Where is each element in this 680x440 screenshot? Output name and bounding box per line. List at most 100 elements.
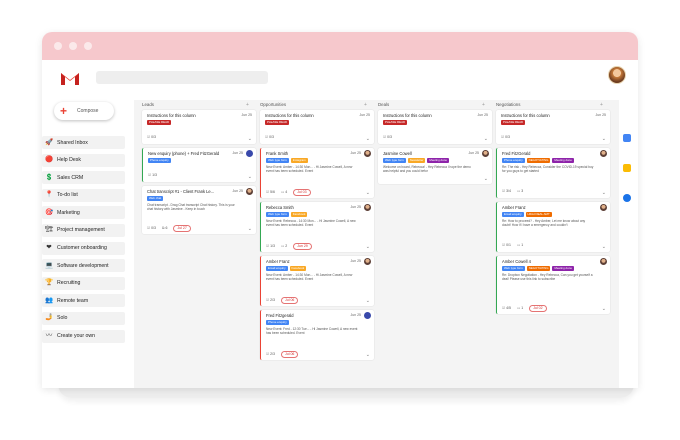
add-card-icon[interactable]: + xyxy=(246,102,249,108)
sidebar-item[interactable]: 👥 Remote team xyxy=(42,294,125,308)
chevron-down-icon[interactable]: ⌄ xyxy=(601,136,606,142)
assignee-avatar[interactable] xyxy=(364,150,371,157)
card-tag[interactable]: HIGH DEAL AMT xyxy=(525,211,552,217)
card-tag[interactable]: Phone enquiry xyxy=(266,319,289,325)
checklist-icon: ☑ xyxy=(265,135,270,139)
kanban-card[interactable]: Rebecca Smith Jun 25 Web type form Facebook… xyxy=(260,202,374,252)
sidebar-item[interactable]: 💲 Sales CRM xyxy=(42,171,125,185)
sidebar-item[interactable]: 🔴 Help Desk xyxy=(42,153,125,167)
sidebar-item[interactable]: 🤳 Solo xyxy=(42,311,125,325)
kanban-card[interactable]: Fred FitzGerald Phone enquiry NEGOTIATING M… xyxy=(496,148,610,198)
sidebar-item[interactable]: 💻 Software development xyxy=(42,259,125,273)
card-tag[interactable]: Facebook xyxy=(290,211,308,217)
add-card-icon[interactable]: + xyxy=(364,102,367,108)
tasks-icon[interactable] xyxy=(623,194,631,202)
chevron-down-icon[interactable]: ⌄ xyxy=(247,174,252,180)
card-tag[interactable]: Phone enquiry xyxy=(148,157,171,163)
card-tag[interactable]: PLEASE READ xyxy=(147,119,172,125)
kanban-card[interactable]: Chat transcript #1 - Client Frank Le... J… xyxy=(142,186,256,234)
gmail-logo-icon[interactable] xyxy=(60,70,80,86)
kanban-card[interactable]: Instructions for this column Jun 25 PLEASE… xyxy=(496,110,610,144)
assignee-avatar[interactable] xyxy=(364,204,371,211)
chevron-down-icon[interactable]: ⌄ xyxy=(365,190,370,196)
due-date-badge[interactable]: Jul 06 xyxy=(281,297,299,304)
keep-icon[interactable] xyxy=(623,164,631,172)
chevron-down-icon[interactable]: ⌄ xyxy=(365,352,370,358)
assignee-avatar[interactable] xyxy=(246,150,253,157)
sidebar-item[interactable]: 〰 Create your own xyxy=(42,329,125,343)
sidebar-item-icon: 🔴 xyxy=(45,156,54,164)
card-tag[interactable]: Web type form xyxy=(266,211,289,217)
card-tag[interactable]: PLEASE READ xyxy=(265,119,290,125)
calendar-icon[interactable] xyxy=(623,134,631,142)
chevron-down-icon[interactable]: ⌄ xyxy=(365,298,370,304)
card-tag[interactable]: PLEASE READ xyxy=(383,119,408,125)
card-preview: New Event: Amber - 14:30 Mon... - Hi Jas… xyxy=(266,272,353,281)
sidebar-item-label: Create your own xyxy=(57,333,96,340)
chevron-down-icon[interactable]: ⌄ xyxy=(247,136,252,142)
search-input[interactable] xyxy=(96,71,268,84)
due-date-badge[interactable]: Jul 02 xyxy=(529,305,547,312)
due-date-badge[interactable]: Jul 27 xyxy=(173,225,191,232)
due-date-badge[interactable]: Jul 06 xyxy=(281,351,299,358)
chevron-down-icon[interactable]: ⌄ xyxy=(247,226,252,232)
assignee-avatar[interactable] xyxy=(246,188,253,195)
card-tag[interactable]: Meeting done xyxy=(427,157,449,163)
chevron-down-icon[interactable]: ⌄ xyxy=(601,190,606,196)
kanban-card[interactable]: Instructions for this column Jun 25 PLEASE… xyxy=(260,110,374,144)
kanban-card[interactable]: Amber Franz Jun 25 Email enquiry Facebook Ne… xyxy=(260,256,374,306)
compose-button[interactable]: + Compose xyxy=(54,102,114,120)
card-tag[interactable]: Web type form xyxy=(383,157,406,163)
kanban-card[interactable]: Frank Smith Jun 25 Web type form Instagram N… xyxy=(260,148,374,198)
sidebar-item-icon: 👥 xyxy=(45,296,54,304)
add-card-icon[interactable]: + xyxy=(482,102,485,108)
assignee-avatar[interactable] xyxy=(364,258,371,265)
kanban-card[interactable]: New enquiry (phone) + Fred FitzGerald Jun… xyxy=(142,148,256,182)
assignee-avatar[interactable] xyxy=(600,204,607,211)
sidebar-item[interactable]: 🚀 Shared Inbox xyxy=(42,136,125,149)
card-tag[interactable]: Web type form xyxy=(266,157,289,163)
sidebar-item[interactable]: 📍 To-do list xyxy=(42,188,125,202)
chevron-down-icon[interactable]: ⌄ xyxy=(365,136,370,142)
assignee-avatar[interactable] xyxy=(600,150,607,157)
card-tag[interactable]: Meeting done xyxy=(552,265,574,271)
card-tag[interactable]: Web type form xyxy=(502,265,525,271)
due-date-badge[interactable]: Jul 03 xyxy=(293,189,311,196)
chevron-down-icon[interactable]: ⌄ xyxy=(483,176,488,182)
chevron-down-icon[interactable]: ⌄ xyxy=(483,136,488,142)
assignee-avatar[interactable] xyxy=(600,258,607,265)
add-card-icon[interactable]: + xyxy=(600,102,603,108)
sidebar-item[interactable]: 🏆 Recruiting xyxy=(42,276,125,290)
due-date-badge[interactable]: Jun 29 xyxy=(293,243,312,250)
card-tag[interactable]: NEGOTIATING xyxy=(526,157,551,163)
card-tag[interactable]: Facebook xyxy=(289,265,307,271)
card-tag[interactable]: Email enquiry xyxy=(266,265,288,271)
sidebar-item[interactable]: 🏗 Project management xyxy=(42,223,125,237)
card-tag[interactable]: Phone enquiry xyxy=(502,157,525,163)
card-tag[interactable]: Web chat xyxy=(147,195,164,201)
kanban-card[interactable]: Instructions for this column Jun 25 PLEASE… xyxy=(378,110,492,144)
window-dot-icon[interactable] xyxy=(54,42,62,50)
card-tag[interactable]: Meeting done xyxy=(552,157,574,163)
card-tag[interactable]: Email enquiry xyxy=(502,211,524,217)
chevron-down-icon[interactable]: ⌄ xyxy=(365,244,370,250)
card-tag[interactable]: Newsletter xyxy=(407,157,426,163)
kanban-card[interactable]: Jasmine Cowell Jun 25 Web type form Newslet… xyxy=(378,148,492,184)
card-tag[interactable]: NEGOTIATING xyxy=(526,265,551,271)
assignee-avatar[interactable] xyxy=(364,312,371,319)
kanban-card[interactable]: Amber Cowell 4 Web type form NEGOTIATING Me… xyxy=(496,256,610,314)
kanban-card[interactable]: Instructions for this column Jun 25 PLEASE… xyxy=(142,110,256,144)
chevron-down-icon[interactable]: ⌄ xyxy=(601,306,606,312)
kanban-card[interactable]: Fred Fitzgerald Jun 25 Phone enquiry New Ev… xyxy=(260,310,374,360)
window-dot-icon[interactable] xyxy=(69,42,77,50)
sidebar-item[interactable]: ❤ Customer onboarding xyxy=(42,241,125,255)
sidebar-item[interactable]: 🎯 Marketing xyxy=(42,206,125,220)
window-dot-icon[interactable] xyxy=(84,42,92,50)
card-tags: Web chat xyxy=(147,196,252,201)
chevron-down-icon[interactable]: ⌄ xyxy=(601,244,606,250)
user-avatar[interactable] xyxy=(608,66,626,84)
card-tag[interactable]: PLEASE READ xyxy=(501,119,526,125)
kanban-card[interactable]: Amber Franz Email enquiry HIGH DEAL AMT Re:… xyxy=(496,202,610,252)
card-tag[interactable]: Instagram xyxy=(290,157,308,163)
assignee-avatar[interactable] xyxy=(482,150,489,157)
